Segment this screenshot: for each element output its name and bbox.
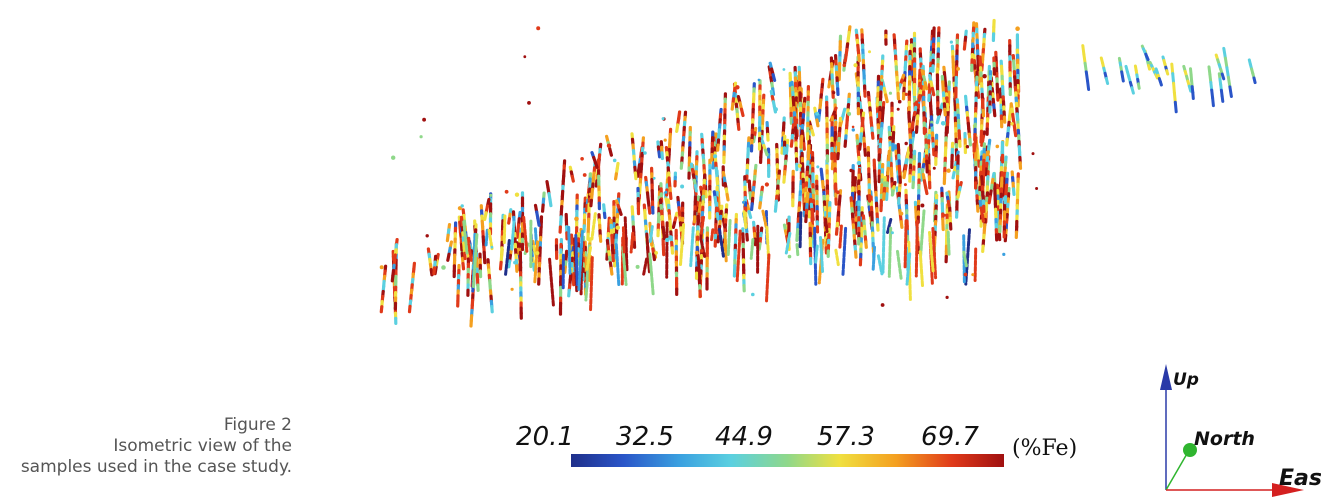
up-axis-arrow-icon: [1160, 364, 1172, 390]
orientation-axes: Up North East: [1140, 360, 1321, 499]
colorbar-unit: (%Fe): [1012, 436, 1077, 461]
north-axis-line: [1166, 452, 1188, 490]
drillhole-traces: [380, 21, 1255, 327]
colorbar-tick-5: 69.7: [921, 422, 979, 452]
colorbar-tick-3: 44.9: [715, 422, 773, 452]
caption-line-2: samples used in the case study.: [0, 457, 292, 478]
figure-caption: Figure 2 Isometric view of the samples u…: [0, 415, 292, 478]
colorbar-tick-4: 57.3: [817, 422, 875, 452]
colorbar-tick-2: 32.5: [616, 422, 674, 452]
east-axis-label: East: [1279, 466, 1321, 491]
colorbar-gradient: [571, 454, 1004, 467]
north-axis-label: North: [1194, 428, 1255, 450]
caption-line-1: Isometric view of the: [0, 436, 292, 457]
up-axis-label: Up: [1173, 370, 1199, 390]
colorbar-tick-1: 20.1: [516, 422, 574, 452]
caption-title: Figure 2: [0, 415, 292, 436]
colorbar-legend: 20.1 32.5 44.9 57.3 69.7 (%Fe): [505, 422, 1025, 499]
